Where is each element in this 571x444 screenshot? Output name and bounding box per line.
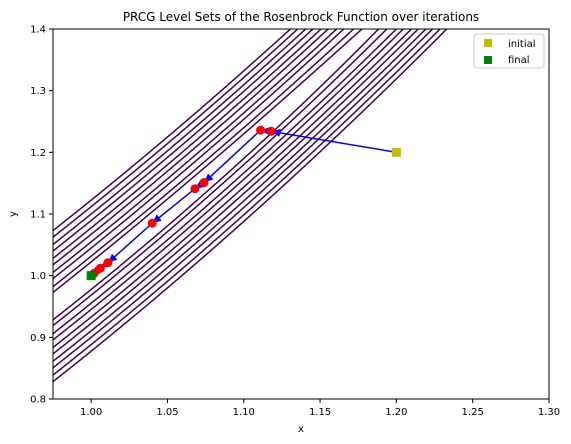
contour-line-6-upper bbox=[53, 29, 315, 252]
contour-line-5-lower bbox=[53, 29, 420, 355]
iterate-point bbox=[95, 263, 105, 273]
legend-marker-final bbox=[484, 56, 492, 64]
contour-line-5-upper bbox=[53, 29, 323, 259]
x-tick-label: 1.10 bbox=[233, 407, 255, 418]
contour-line-2-lower bbox=[53, 29, 398, 335]
contour-line-4-lower bbox=[53, 29, 413, 349]
contour-line-7-lower bbox=[53, 29, 434, 369]
y-axis-label: y bbox=[8, 211, 19, 217]
contour-line-8-upper bbox=[53, 29, 299, 238]
x-axis-label: x bbox=[298, 424, 304, 435]
legend: initial final bbox=[473, 33, 545, 69]
y-tick-label: 0.8 bbox=[30, 395, 46, 406]
path-segment bbox=[271, 130, 397, 154]
x-tick-label: 1.30 bbox=[538, 407, 560, 418]
x-tick-label: 1.00 bbox=[80, 407, 102, 418]
iterate-point bbox=[266, 126, 276, 136]
contour-line-2-upper bbox=[53, 29, 345, 280]
y-axis-ticks: 0.8 0.9 1.0 1.1 1.2 1.3 1.4 bbox=[30, 25, 53, 406]
iterate-point bbox=[103, 258, 113, 268]
contour-line-4-upper bbox=[53, 29, 330, 266]
contour-line-3-lower bbox=[53, 29, 405, 341]
iterate-point bbox=[190, 184, 200, 194]
legend-label-final: final bbox=[508, 55, 530, 66]
x-tick-label: 1.25 bbox=[462, 407, 484, 418]
path-segment bbox=[107, 222, 153, 264]
contour-line-8-lower bbox=[53, 29, 442, 376]
contour-line-0-lower bbox=[53, 29, 380, 321]
y-tick-label: 1.2 bbox=[30, 148, 46, 159]
y-tick-label: 1.0 bbox=[30, 271, 46, 282]
path-segment bbox=[203, 129, 262, 184]
legend-label-initial: initial bbox=[508, 39, 536, 50]
initial-point bbox=[391, 147, 401, 157]
optimization-path bbox=[86, 125, 401, 281]
y-tick-label: 1.3 bbox=[30, 86, 46, 97]
contour-line-1-lower bbox=[53, 29, 388, 327]
y-tick-label: 0.9 bbox=[30, 333, 46, 344]
iterate-point bbox=[147, 218, 157, 228]
y-tick-label: 1.4 bbox=[30, 25, 46, 36]
x-tick-label: 1.05 bbox=[156, 407, 178, 418]
y-tick-label: 1.1 bbox=[30, 210, 46, 221]
contour-line-3-upper bbox=[53, 29, 338, 273]
x-axis-ticks: 1.00 1.05 1.10 1.15 1.20 1.25 1.30 bbox=[80, 399, 560, 418]
contour-lines bbox=[53, 29, 448, 383]
legend-marker-initial bbox=[484, 39, 492, 47]
x-tick-label: 1.20 bbox=[385, 407, 407, 418]
final-point bbox=[86, 271, 96, 281]
contour-line-0-upper bbox=[53, 29, 364, 294]
contour-line-9-lower bbox=[53, 29, 448, 383]
iterate-point bbox=[256, 125, 266, 135]
contour-line-1-upper bbox=[53, 29, 355, 288]
contour-line-6-lower bbox=[53, 29, 427, 362]
chart-title: PRCG Level Sets of the Rosenbrock Functi… bbox=[123, 10, 479, 24]
path-segment bbox=[151, 188, 196, 224]
iterate-point bbox=[199, 178, 209, 188]
contour-line-9-upper bbox=[53, 29, 292, 232]
contour-line-7-upper bbox=[53, 29, 307, 246]
x-tick-label: 1.15 bbox=[309, 407, 331, 418]
